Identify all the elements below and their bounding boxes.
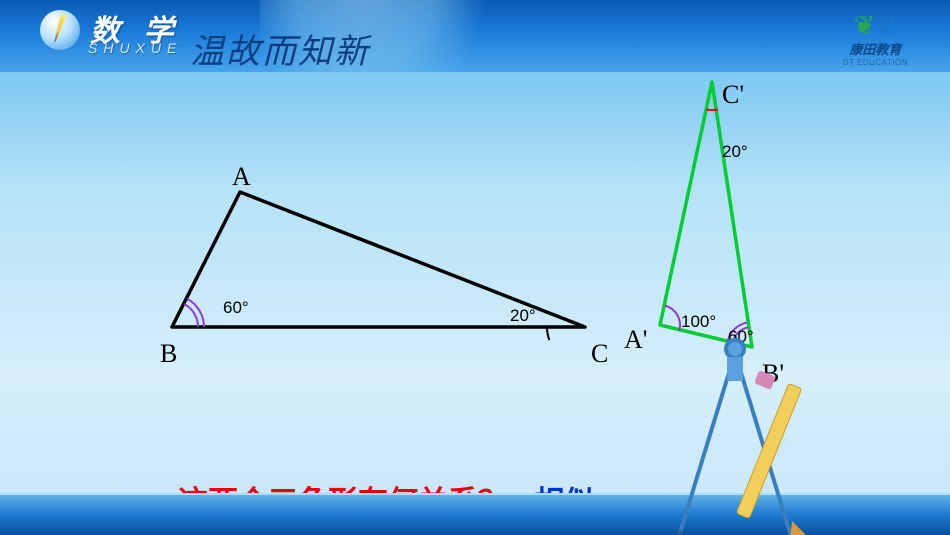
leaf-icon: ❦❦ [843,12,908,38]
slide: 数 学 SHUXUE 温故而知新 ❦❦ 康田教育 DT EDUCATION AB… [0,0,950,535]
brand-sub: DT EDUCATION [843,58,908,67]
subject-pinyin: SHUXUE [88,40,182,56]
triangle-abc-prime [660,82,752,347]
header-bar: 数 学 SHUXUE 温故而知新 ❦❦ 康田教育 DT EDUCATION [0,0,950,72]
brand-logo: ❦❦ 康田教育 DT EDUCATION [843,12,908,67]
compass-pencil-icon [640,333,820,535]
brand-name: 康田教育 [843,39,908,58]
slide-subtitle: 温故而知新 [190,24,370,73]
pen-logo-icon [40,10,80,50]
